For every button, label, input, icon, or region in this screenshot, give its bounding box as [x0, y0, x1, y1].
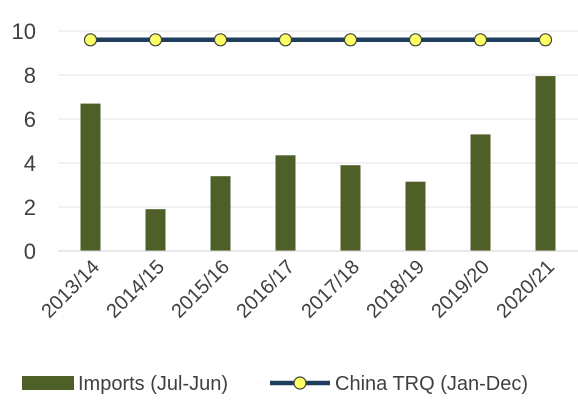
y-tick-label: 2: [24, 195, 36, 220]
line-marker: [538, 33, 553, 47]
bar: [470, 134, 491, 251]
legend-marker-china-trq: [293, 376, 307, 390]
bar: [535, 76, 556, 251]
x-tick-label: 2013/14: [37, 256, 104, 323]
x-tick-label: 2020/21: [492, 256, 559, 323]
legend-label-china-trq: China TRQ (Jan-Dec): [335, 373, 528, 395]
line-marker: [343, 33, 358, 47]
x-tick-label: 2018/19: [362, 256, 429, 323]
bar: [80, 103, 101, 251]
y-tick-label: 4: [24, 151, 36, 176]
y-tick-label: 10: [12, 19, 36, 44]
y-axis-ticks: 0 2 4 6 8 10: [12, 19, 36, 264]
y-tick-label: 0: [24, 239, 36, 264]
legend-swatch-imports: [22, 376, 74, 390]
y-tick-label: 6: [24, 107, 36, 132]
x-tick-label: 2019/20: [427, 256, 494, 323]
legend-label-imports: Imports (Jul-Jun): [78, 373, 228, 395]
line-marker: [213, 33, 228, 47]
line-marker: [148, 33, 163, 47]
line-marker: [408, 33, 423, 47]
legend: Imports (Jul-Jun) China TRQ (Jan-Dec): [22, 373, 528, 395]
bar: [145, 209, 166, 251]
bar: [210, 176, 231, 251]
line-marker: [83, 33, 98, 47]
line-marker: [473, 33, 488, 47]
x-tick-label: 2015/16: [167, 256, 234, 323]
x-tick-label: 2014/15: [102, 256, 169, 323]
x-tick-label: 2016/17: [232, 256, 299, 323]
x-tick-label: 2017/18: [297, 256, 364, 323]
y-tick-label: 8: [24, 63, 36, 88]
gridlines: [58, 30, 578, 208]
bar: [275, 155, 296, 251]
x-axis-ticks: 2013/142014/152015/162016/172017/182018/…: [37, 256, 559, 323]
bar: [405, 181, 426, 251]
line-marker: [278, 33, 293, 47]
line-series: [83, 33, 553, 47]
bar: [340, 165, 361, 251]
bar-series: [80, 76, 556, 251]
